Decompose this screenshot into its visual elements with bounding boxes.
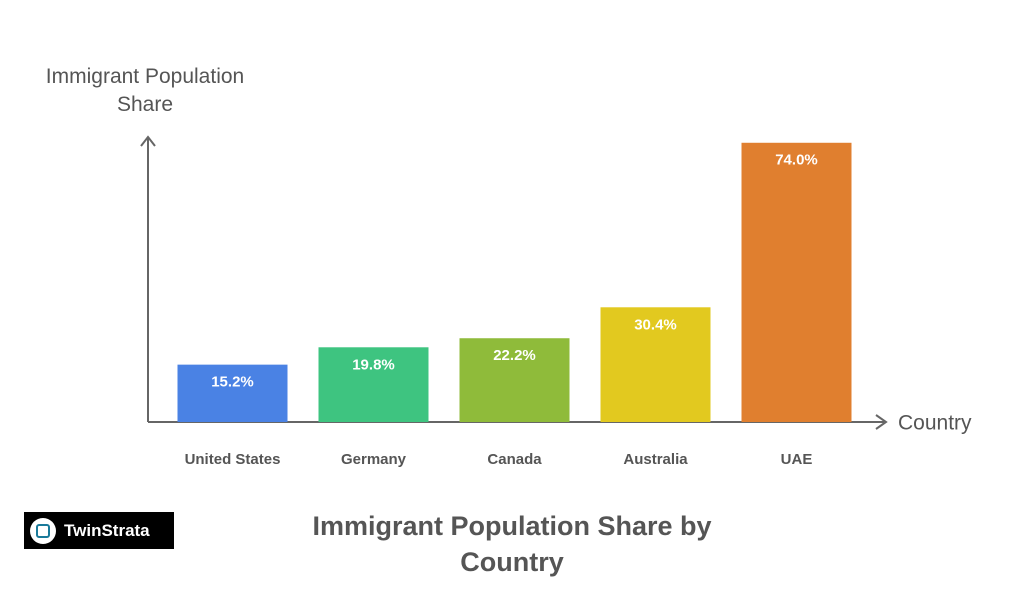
bar bbox=[459, 338, 570, 422]
value-label: 22.2% bbox=[493, 347, 536, 364]
value-label: 15.2% bbox=[211, 374, 254, 391]
x-tick-label: Canada bbox=[487, 451, 542, 468]
bar bbox=[318, 347, 429, 422]
logo: TwinStrata bbox=[24, 512, 174, 549]
y-axis-label: Immigrant Population Share bbox=[45, 65, 245, 116]
x-tick-label: Australia bbox=[623, 451, 688, 468]
logo-icon bbox=[30, 517, 56, 544]
chart-title: Immigrant Population Share by Country bbox=[312, 511, 712, 577]
x-axis-label: Country bbox=[898, 412, 972, 435]
value-label: 74.0% bbox=[775, 152, 818, 169]
y-arrow bbox=[140, 135, 156, 147]
x-tick-label: Germany bbox=[341, 451, 407, 468]
x-arrow bbox=[875, 414, 888, 430]
value-label: 30.4% bbox=[634, 316, 677, 333]
x-tick-label: UAE bbox=[781, 451, 813, 468]
x-tick-label: United States bbox=[185, 451, 281, 468]
bar bbox=[741, 142, 852, 423]
logo-text: TwinStrata bbox=[64, 520, 150, 540]
bar bbox=[600, 307, 711, 422]
bar bbox=[177, 364, 288, 422]
value-label: 19.8% bbox=[352, 356, 395, 373]
